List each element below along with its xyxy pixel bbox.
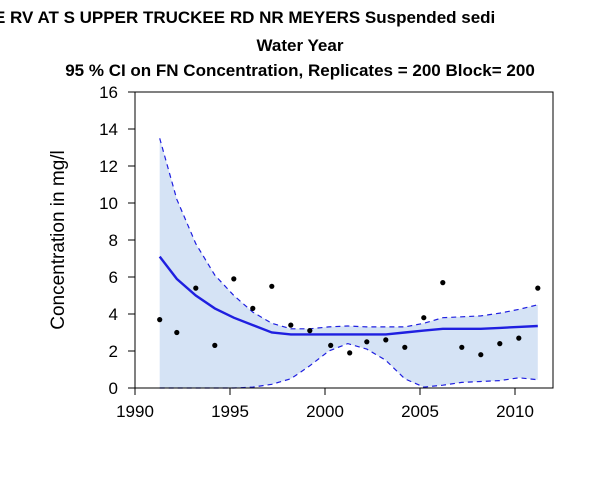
ci-lower-line [159, 342, 538, 389]
observations-layer [157, 276, 541, 358]
observation-point [193, 285, 199, 291]
fn-concentration-line [158, 255, 538, 336]
ci-upper-line [159, 138, 538, 330]
y-tick-label: 10 [99, 194, 118, 213]
x-tick-label: 1995 [211, 402, 249, 421]
observation-point [516, 335, 522, 341]
observation-point [157, 317, 163, 323]
y-axis-label: Concentration in mg/l [48, 150, 69, 330]
observation-point [328, 342, 334, 348]
observation-point [212, 342, 218, 348]
observation-point [459, 344, 465, 350]
observation-point [250, 305, 256, 311]
y-tick-label: 14 [99, 120, 118, 139]
observation-point [421, 315, 427, 321]
observation-point [347, 350, 353, 356]
x-tick-label: 1990 [116, 402, 154, 421]
observation-point [288, 322, 294, 328]
x-tick-label: 2000 [306, 402, 344, 421]
observation-point [497, 341, 503, 347]
x-axis: 1990 1995 2000 2005 2010 [116, 388, 534, 421]
x-tick-label: 2010 [496, 402, 534, 421]
observation-point [383, 337, 389, 343]
observation-point [307, 328, 313, 334]
observation-point [231, 276, 237, 282]
y-tick-label: 12 [99, 157, 118, 176]
chart-title-line-2: Water Year [256, 36, 344, 55]
observation-point [535, 285, 541, 291]
y-tick-label: 6 [109, 268, 118, 287]
y-tick-label: 16 [99, 83, 118, 102]
observation-point [478, 352, 484, 358]
y-tick-label: 4 [109, 305, 118, 324]
chart-title-line-1: E RV AT S UPPER TRUCKEE RD NR MEYERS Sus… [0, 8, 496, 27]
x-tick-label: 2005 [401, 402, 439, 421]
observation-point [440, 280, 446, 286]
observation-point [364, 339, 370, 345]
chart-title-line-3: 95 % CI on FN Concentration, Replicates … [65, 61, 535, 80]
y-axis: 0 2 4 6 8 10 12 14 16 [99, 83, 135, 398]
observation-point [269, 283, 275, 289]
y-tick-label: 8 [109, 231, 118, 250]
series-layer [158, 138, 538, 389]
observation-point [174, 329, 180, 336]
y-tick-label: 2 [109, 342, 118, 361]
observation-point [402, 344, 408, 350]
y-tick-label: 0 [109, 379, 118, 398]
